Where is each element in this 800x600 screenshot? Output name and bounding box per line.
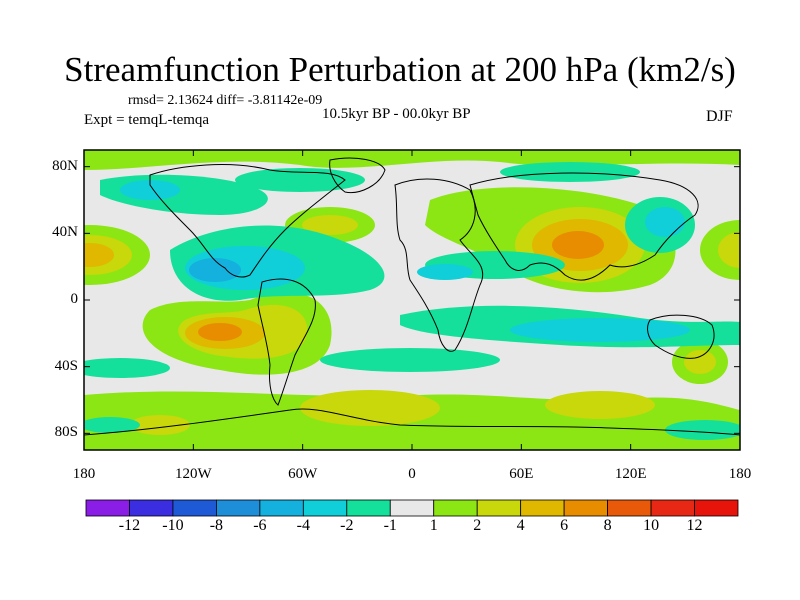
colorbar-label: 12 [686,517,703,534]
lon-tick-label: 0 [408,466,416,482]
contour-blob [417,264,473,280]
coast-south-america [257,278,316,406]
lat-tick-label: 40N [52,224,78,241]
colorbar-label: 10 [643,517,660,534]
lon-tick-label: 120W [174,466,212,482]
colorbar-swatch [520,499,565,517]
colorbar-label: -6 [253,517,267,534]
coast-antarctica [84,408,740,436]
lat-tick-label: 0 [70,291,79,307]
colorbar-swatch [85,499,130,517]
colorbar-label: 6 [560,517,569,534]
lat-tick-label: 80N [52,157,78,174]
colorbar-label: 2 [473,517,482,534]
contour-blob [645,207,685,237]
lon-tick-label: 60E [509,466,534,482]
coast-north-america [149,164,346,278]
colorbar-swatch [433,499,478,517]
contour-blob [84,417,140,433]
colorbar-swatch [650,499,695,517]
colorbar-swatch [172,499,217,517]
contour-blob [130,415,190,435]
colorbar-swatch [476,499,522,517]
colorbar-label: 4 [516,517,525,534]
colorbar-label: -10 [162,517,184,534]
contour-blob [120,180,180,200]
contour-blob [84,358,170,378]
colorbar-swatch [694,499,739,517]
colorbar-swatch [302,499,348,517]
lat-tick-label: 40S [54,357,78,374]
colorbar-label: -1 [383,517,397,534]
colorbar-label: 8 [603,517,612,534]
colorbar [85,499,739,517]
experiment-label: Expt = temqL-temqa [84,112,210,128]
colorbar-label: -8 [209,517,224,534]
contour-blob [684,350,716,374]
contour-blob [189,258,241,282]
colorbar-swatch [607,499,652,517]
coast-greenland [329,157,386,194]
contour-blob [510,318,690,342]
tick-marks [83,150,741,450]
contour-blob [552,231,604,259]
contour-blob [320,348,500,372]
colorbar-swatch [563,499,609,517]
colorbar-swatch [389,499,435,517]
colorbar-swatch [346,499,391,517]
coastlines [84,157,740,436]
colorbar-swatch [259,499,304,517]
contour-blob [718,232,740,268]
colorbar-label: -2 [340,517,354,534]
lon-tick-label: 180 [72,466,96,482]
colorbar-swatch [215,499,261,517]
contour-blob [198,323,242,341]
colorbar-label: -12 [118,517,141,534]
contour-blob [500,162,640,182]
plot-title: Streamfunction Perturbation at 200 hPa (… [64,50,736,89]
contour-blob [545,391,655,419]
colorbar-label: 1 [429,517,438,534]
stats-line: rmsd= 2.13624 diff= -3.81142e-09 [128,93,323,108]
coast-asia [469,172,699,281]
colorbar-label: -4 [296,517,310,534]
contour-blob [84,243,114,267]
contour-blob [300,390,440,426]
period-label: 10.5kyr BP - 00.0kyr BP [322,106,471,122]
lon-tick-label: 180 [728,466,752,482]
lon-tick-label: 60W [288,466,318,482]
colorbar-swatch [129,499,174,517]
season-label: DJF [706,108,733,125]
lat-tick-label: 80S [54,424,78,441]
contour-blob [665,420,740,440]
lon-tick-label: 120E [614,466,647,482]
coast-australia [647,314,715,359]
contour-blob [302,215,358,235]
